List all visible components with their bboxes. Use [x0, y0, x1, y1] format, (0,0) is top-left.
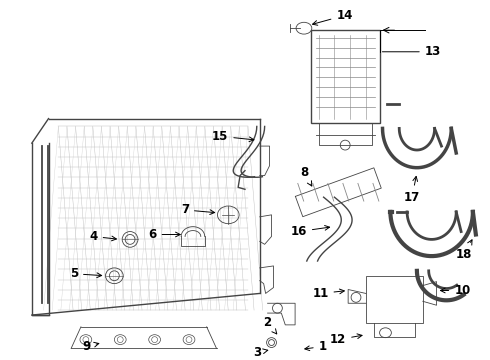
Text: 13: 13	[382, 45, 441, 58]
Text: 6: 6	[148, 228, 180, 241]
Text: 4: 4	[89, 230, 117, 243]
Text: 2: 2	[264, 316, 277, 334]
Text: 14: 14	[313, 9, 353, 25]
Bar	[366, 276, 423, 323]
Text: 18: 18	[456, 240, 472, 261]
Text: 12: 12	[330, 333, 362, 346]
Text: 8: 8	[300, 166, 312, 186]
Text: 5: 5	[70, 267, 101, 280]
Bar	[311, 30, 380, 123]
Text: 7: 7	[181, 203, 215, 216]
Text: 9: 9	[82, 340, 99, 353]
Text: 3: 3	[254, 346, 268, 359]
Text: 16: 16	[291, 225, 330, 238]
Text: 15: 15	[212, 130, 254, 143]
Text: 10: 10	[441, 284, 470, 297]
Text: 11: 11	[312, 287, 344, 300]
Text: 17: 17	[404, 176, 420, 204]
Text: 1: 1	[305, 340, 327, 353]
